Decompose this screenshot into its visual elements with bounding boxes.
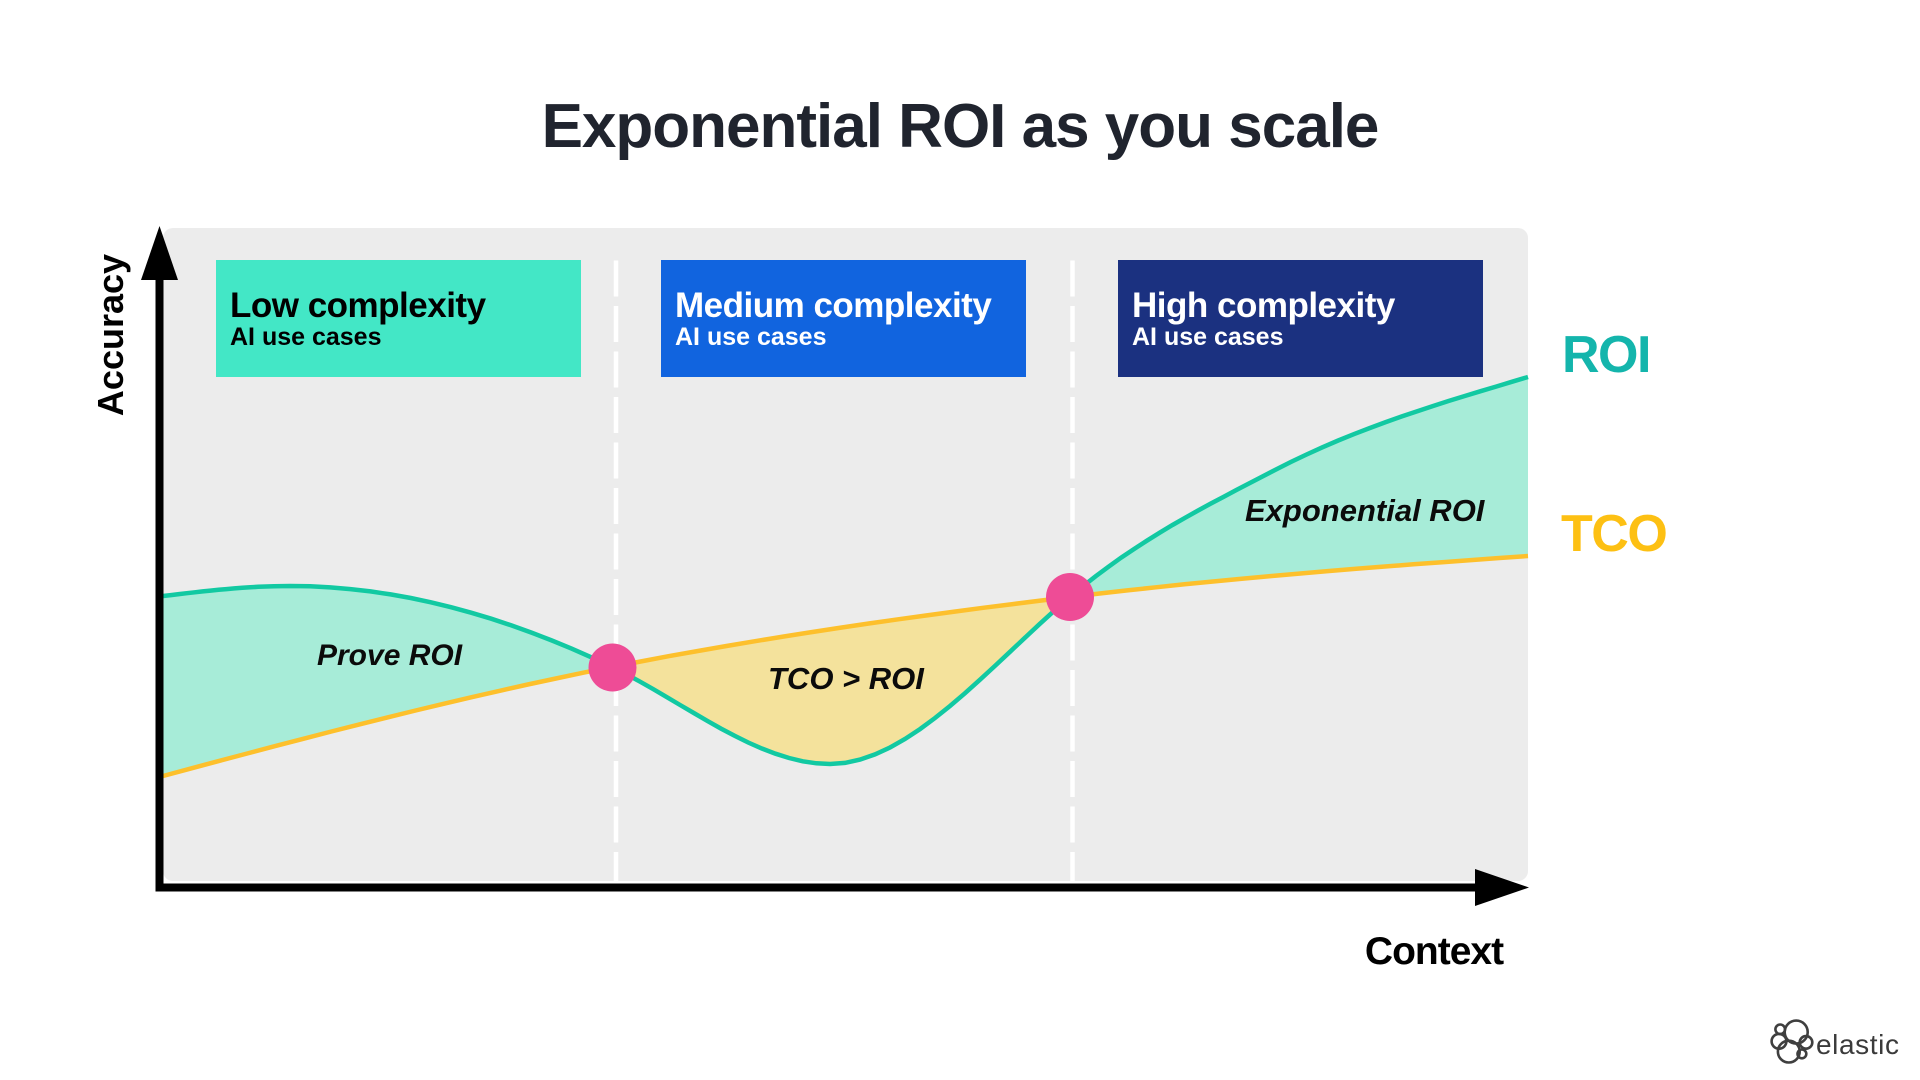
svg-text:elastic: elastic (1816, 1029, 1900, 1060)
